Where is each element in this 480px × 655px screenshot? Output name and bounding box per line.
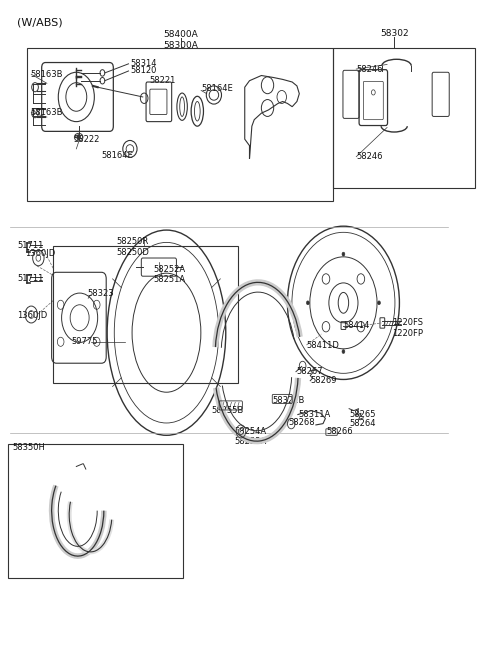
Text: 58221: 58221 [149,76,175,85]
Text: 51711: 51711 [17,274,43,284]
Text: 1220FS
1220FP: 1220FS 1220FP [392,318,423,338]
Circle shape [77,135,81,140]
Text: (W/ABS): (W/ABS) [17,17,62,27]
Text: 58120: 58120 [130,66,156,75]
Text: 58302: 58302 [380,29,408,38]
Text: 58322B: 58322B [272,396,305,405]
Text: 58267: 58267 [296,367,323,376]
Circle shape [342,252,345,256]
Text: 58411D: 58411D [306,341,339,350]
Text: 58311A: 58311A [298,410,330,419]
Text: 58414: 58414 [343,321,370,330]
Circle shape [306,301,309,305]
Text: 51711: 51711 [17,240,43,250]
Text: 58350H: 58350H [12,443,45,452]
Text: 58254A
58253A: 58254A 58253A [234,427,266,446]
Text: 58269: 58269 [310,376,336,385]
Text: 58250R
58250D: 58250R 58250D [117,237,149,257]
Text: 58265: 58265 [349,410,376,419]
Text: 58163B: 58163B [30,69,63,79]
Text: 58400A
58300A: 58400A 58300A [163,30,198,50]
Text: 58164E: 58164E [101,151,133,160]
Text: 58266: 58266 [326,427,353,436]
Text: 58268: 58268 [288,418,315,427]
Text: 58222: 58222 [73,135,99,143]
Text: 58252A
58251A: 58252A 58251A [154,265,186,284]
Circle shape [342,350,345,354]
Text: 58264: 58264 [349,419,376,428]
Text: 58323: 58323 [87,290,114,298]
Text: 1360JD: 1360JD [25,249,56,258]
Text: 58246: 58246 [356,152,383,161]
Text: 58163B: 58163B [30,108,63,117]
Circle shape [378,301,381,305]
Text: 58246: 58246 [356,65,383,73]
Text: 58164E: 58164E [201,84,233,93]
Text: 59775: 59775 [72,337,98,346]
Text: 1360JD: 1360JD [17,311,47,320]
Text: 58314: 58314 [130,60,156,68]
Text: 58255B: 58255B [212,406,244,415]
